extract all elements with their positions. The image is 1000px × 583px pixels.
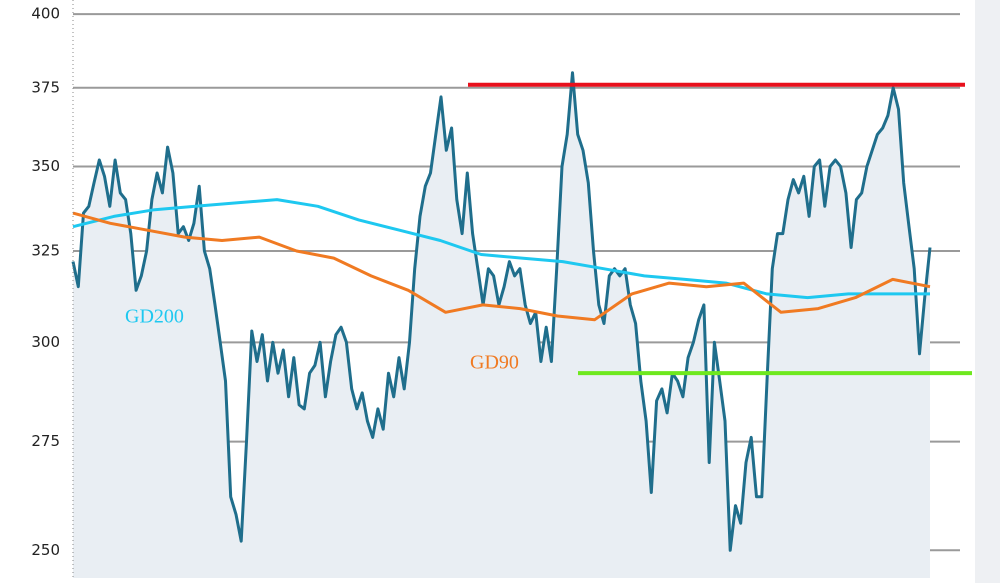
series-label: GD200 (125, 306, 184, 328)
y-tick-label: 250 (31, 541, 60, 559)
y-tick-label: 275 (31, 432, 60, 450)
side-panel (975, 0, 1000, 583)
y-tick-label: 325 (31, 242, 60, 260)
y-tick-label: 400 (31, 5, 60, 23)
price-area (73, 72, 930, 578)
average-line (72, 198, 930, 300)
average-line (72, 211, 931, 322)
y-tick-label: 375 (31, 78, 60, 96)
y-tick-label: 300 (31, 333, 60, 351)
plot: 250 275 300 325 350 375 400 GD200 GD90 (31, 5, 972, 578)
series-label: GD90 (470, 352, 519, 374)
price-line (71, 71, 932, 552)
y-tick-label: 350 (31, 157, 60, 175)
